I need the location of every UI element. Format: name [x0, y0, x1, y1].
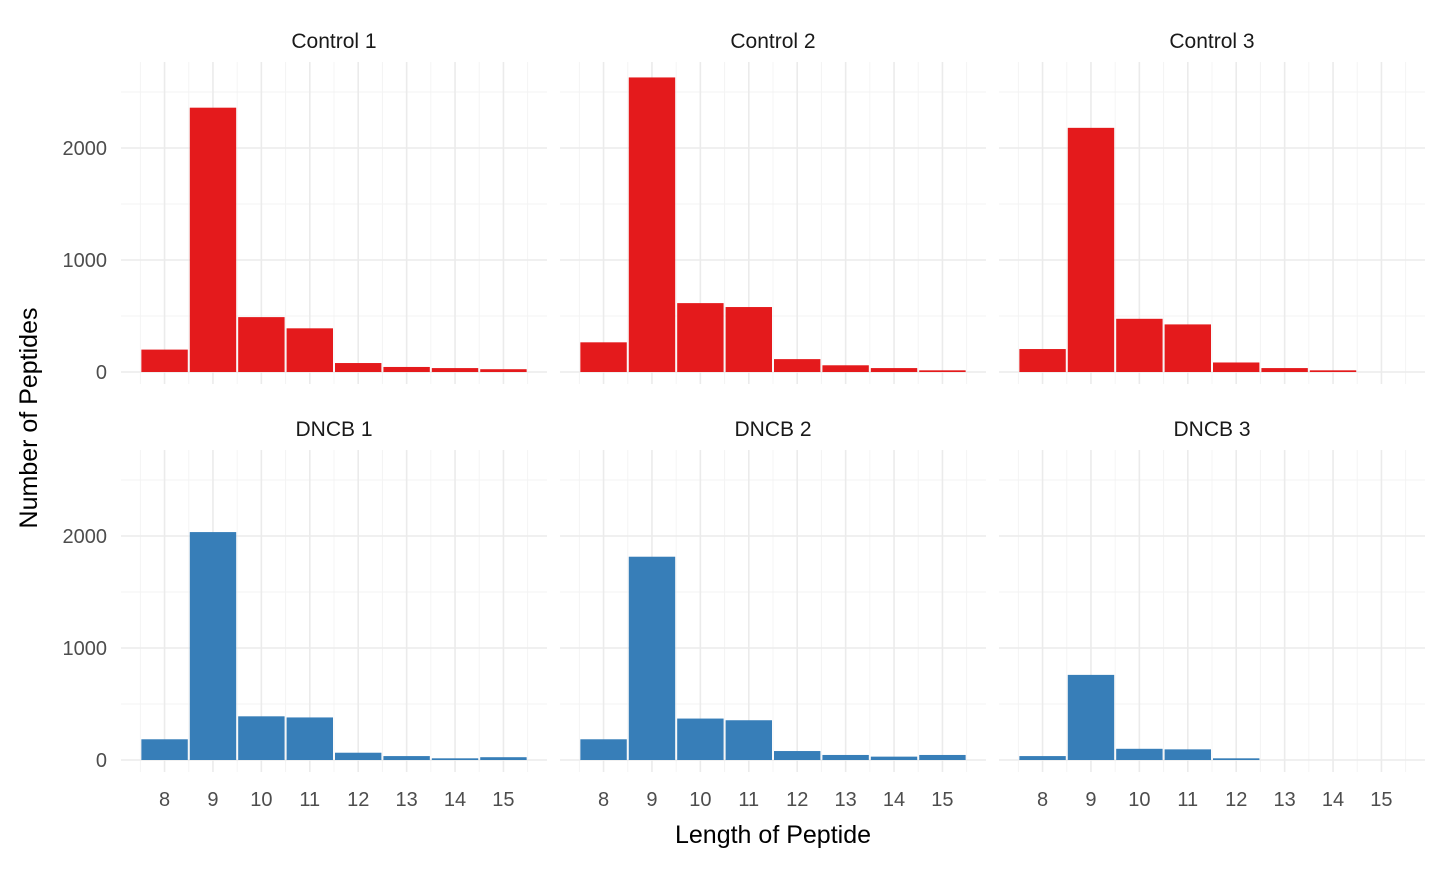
bar-control-3-10 — [1116, 318, 1163, 372]
bar-control-2-11 — [725, 307, 772, 372]
bar-control-1-14 — [431, 368, 479, 372]
x-tick-label: 12 — [347, 789, 369, 811]
x-tick-label: 10 — [689, 789, 711, 811]
bar-control-2-12 — [774, 359, 821, 372]
bar-dncb-1-8 — [141, 739, 188, 760]
x-tick-label: 8 — [598, 789, 609, 811]
bar-control-2-10 — [677, 303, 724, 372]
x-tick-label: 8 — [159, 789, 170, 811]
x-tick-label: 15 — [492, 789, 514, 811]
bar-control-1-15 — [480, 369, 527, 372]
panel-dncb-3: DNCB 3 8 9 10 11 12 13 14 15 — [999, 418, 1425, 811]
bar-control-1-13 — [383, 366, 430, 372]
x-tick-label: 13 — [834, 789, 856, 811]
bar-dncb-1-12 — [335, 752, 382, 760]
bar-control-2-9 — [628, 77, 676, 372]
bar-dncb-2-9 — [628, 556, 676, 760]
x-tick-label: 8 — [1037, 789, 1048, 811]
x-tick-label: 11 — [1177, 789, 1198, 811]
bar-control-3-9 — [1067, 127, 1115, 372]
bar-control-2-13 — [822, 365, 869, 372]
x-tick-label: 9 — [646, 789, 657, 811]
facet-title: Control 1 — [291, 30, 376, 53]
bar-control-1-11 — [286, 328, 333, 372]
bar-dncb-2-14 — [870, 756, 918, 760]
facet-title: Control 3 — [1169, 30, 1254, 53]
x-axis-title: Length of Peptide — [675, 821, 871, 849]
y-tick-label: 1000 — [63, 250, 108, 272]
facet-title: Control 2 — [730, 30, 815, 53]
x-tick-label: 12 — [1225, 789, 1247, 811]
panel-dncb-2: DNCB 2 8 9 10 11 12 13 14 15 — [560, 418, 986, 811]
bar-control-1-10 — [238, 317, 285, 372]
panel-dncb-1: DNCB 1 0 1000 2000 8 9 10 11 12 13 14 15 — [63, 418, 547, 811]
bar-dncb-2-10 — [677, 718, 724, 760]
bar-dncb-3-11 — [1164, 749, 1211, 760]
bar-control-3-14 — [1309, 370, 1357, 372]
bar-control-3-12 — [1213, 362, 1260, 372]
x-tick-label: 9 — [1085, 789, 1096, 811]
bar-dncb-2-8 — [580, 739, 627, 760]
x-tick-label: 13 — [1273, 789, 1295, 811]
bar-dncb-3-10 — [1116, 748, 1163, 760]
bar-dncb-1-15 — [480, 757, 527, 760]
bar-dncb-3-9 — [1067, 674, 1115, 760]
y-tick-label: 1000 — [63, 638, 108, 660]
bar-dncb-1-9 — [189, 532, 237, 760]
x-tick-label: 15 — [1370, 789, 1392, 811]
bar-dncb-3-8 — [1019, 756, 1066, 760]
x-tick-label: 10 — [1128, 789, 1150, 811]
facet-title: DNCB 2 — [734, 418, 811, 441]
bar-control-3-11 — [1164, 324, 1211, 372]
x-tick-label: 15 — [931, 789, 953, 811]
x-tick-label: 14 — [444, 789, 466, 811]
x-tick-label: 13 — [395, 789, 417, 811]
bar-control-3-13 — [1261, 368, 1308, 372]
x-tick-label: 14 — [883, 789, 905, 811]
bar-control-2-8 — [580, 342, 627, 372]
panel-control-2: Control 2 — [560, 30, 986, 384]
x-tick-label: 14 — [1322, 789, 1344, 811]
bar-control-1-9 — [189, 107, 237, 373]
bar-dncb-1-14 — [431, 758, 479, 760]
y-tick-label: 2000 — [63, 138, 108, 160]
panel-control-1: Control 1 0 1000 2000 — [63, 30, 547, 384]
panels-layer: Control 1 0 1000 2000 Control 2 Control 3 DNCB… — [63, 30, 1425, 811]
x-tick-label: 11 — [299, 789, 320, 811]
bar-dncb-3-12 — [1213, 758, 1260, 760]
x-tick-label: 10 — [250, 789, 272, 811]
y-tick-label: 0 — [96, 362, 107, 384]
y-axis-title: Number of Peptides — [15, 308, 43, 529]
bar-control-3-8 — [1019, 349, 1066, 372]
bar-control-2-14 — [870, 368, 918, 372]
y-tick-label: 2000 — [63, 526, 108, 548]
bar-control-1-8 — [141, 349, 188, 372]
y-tick-label: 0 — [96, 750, 107, 772]
x-tick-label: 12 — [786, 789, 808, 811]
bar-dncb-2-15 — [919, 754, 966, 760]
facet-title: DNCB 3 — [1173, 418, 1250, 441]
bar-dncb-2-12 — [774, 751, 821, 760]
x-tick-label: 9 — [207, 789, 218, 811]
x-tick-label: 11 — [738, 789, 759, 811]
bar-dncb-2-13 — [822, 754, 869, 760]
bar-control-2-15 — [919, 370, 966, 372]
bar-control-1-12 — [335, 363, 382, 372]
facet-title: DNCB 1 — [295, 418, 372, 441]
panel-control-3: Control 3 — [999, 30, 1425, 384]
bar-dncb-1-13 — [383, 756, 430, 760]
bar-dncb-2-11 — [725, 720, 772, 760]
bar-dncb-1-10 — [238, 716, 285, 760]
bar-dncb-1-11 — [286, 717, 333, 760]
